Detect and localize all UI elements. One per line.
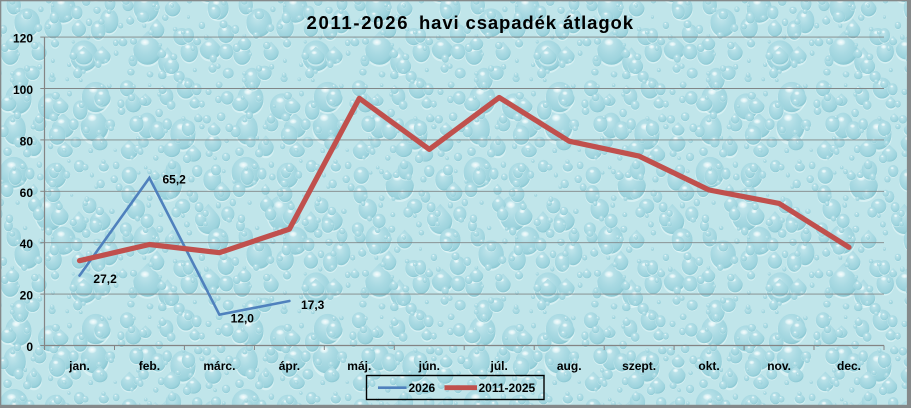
svg-text:nov.: nov. <box>767 359 791 373</box>
svg-text:65,2: 65,2 <box>163 173 187 187</box>
svg-text:20: 20 <box>20 289 34 303</box>
svg-text:40: 40 <box>20 237 34 251</box>
svg-text:60: 60 <box>20 186 34 200</box>
svg-text:szept.: szept. <box>622 359 656 373</box>
svg-text:feb.: feb. <box>139 359 160 373</box>
svg-text:máj.: máj. <box>347 359 371 373</box>
svg-text:80: 80 <box>20 134 34 148</box>
svg-text:2026: 2026 <box>409 381 436 395</box>
svg-text:okt.: okt. <box>698 359 719 373</box>
svg-text:jún.: jún. <box>418 359 440 373</box>
svg-text:0: 0 <box>26 340 33 354</box>
svg-text:120: 120 <box>13 32 33 46</box>
svg-text:100: 100 <box>13 83 33 97</box>
svg-text:júl.: júl. <box>490 359 508 373</box>
svg-text:havi csapadék átlagok: havi csapadék átlagok <box>419 12 634 33</box>
svg-text:27,2: 27,2 <box>93 272 117 286</box>
svg-text:17,3: 17,3 <box>301 298 325 312</box>
svg-text:ápr.: ápr. <box>279 359 300 373</box>
svg-text:aug.: aug. <box>557 359 582 373</box>
svg-text:2011-2025: 2011-2025 <box>479 381 536 395</box>
svg-text:12,0: 12,0 <box>231 311 255 325</box>
svg-text:márc.: márc. <box>203 359 235 373</box>
svg-text:dec.: dec. <box>837 359 861 373</box>
svg-text:jan.: jan. <box>68 359 90 373</box>
svg-text:2011-2026: 2011-2026 <box>307 12 408 33</box>
